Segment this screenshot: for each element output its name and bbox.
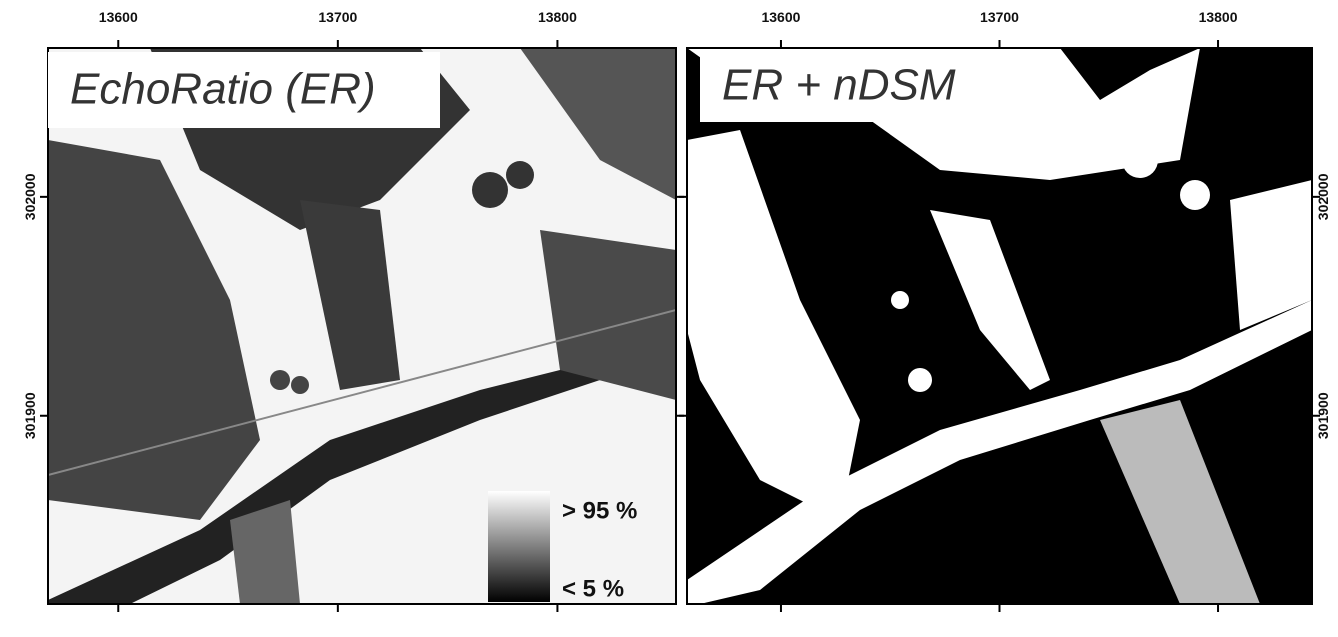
- figure: > 95 % < 5 % EchoRatio (ER) 13600 13700 138…: [0, 0, 1338, 637]
- x-tick-label: 13700: [318, 9, 357, 25]
- legend-gradient: [488, 491, 550, 602]
- legend-low: < 5 %: [562, 575, 624, 602]
- legend-high: > 95 %: [562, 497, 637, 524]
- panel-title: EchoRatio (ER): [70, 65, 376, 114]
- y-tick-label: 302000: [22, 173, 38, 220]
- x-tick-label: 13800: [538, 9, 577, 25]
- x-tick-label: 13700: [980, 9, 1019, 25]
- y-tick-label: 301900: [22, 392, 38, 439]
- er-ndsm-image: [687, 48, 1312, 604]
- x-tick-label: 13600: [761, 9, 800, 25]
- x-tick-label: 13800: [1199, 9, 1238, 25]
- x-tick-label: 13600: [99, 9, 138, 25]
- panel-title: ER + nDSM: [722, 61, 956, 110]
